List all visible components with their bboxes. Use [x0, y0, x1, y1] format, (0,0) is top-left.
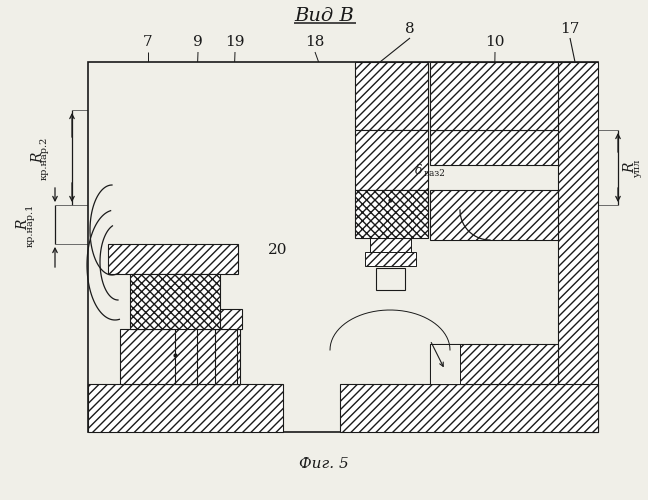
Text: R: R	[16, 220, 30, 230]
Bar	[365, 252, 416, 266]
Bar	[355, 130, 428, 190]
Text: Вид В: Вид В	[294, 7, 354, 25]
Bar	[430, 62, 558, 130]
Text: кр.нар.1: кр.нар.1	[25, 204, 34, 246]
Text: упл: упл	[632, 159, 642, 177]
Text: R: R	[623, 163, 637, 173]
Text: 18: 18	[305, 35, 325, 49]
Bar	[130, 274, 220, 329]
Bar	[175, 274, 197, 384]
Text: 9: 9	[193, 35, 203, 49]
Text: Фиг. 5: Фиг. 5	[299, 457, 349, 471]
Text: 17: 17	[561, 22, 580, 36]
Bar	[355, 62, 428, 130]
Text: R: R	[31, 153, 45, 163]
Bar	[340, 384, 598, 432]
Bar	[108, 244, 238, 274]
Bar	[430, 344, 558, 384]
Bar	[120, 329, 240, 384]
Text: 10: 10	[485, 35, 505, 49]
Text: паз2: паз2	[424, 170, 446, 178]
Text: 20: 20	[268, 243, 288, 257]
Bar	[215, 329, 237, 384]
Text: 7: 7	[143, 35, 153, 49]
Bar	[558, 62, 598, 432]
Bar	[88, 62, 598, 432]
Bar	[88, 384, 283, 432]
Bar	[430, 130, 558, 165]
Text: кр.нар.2: кр.нар.2	[40, 136, 49, 180]
Bar	[430, 344, 460, 384]
Bar	[430, 190, 558, 240]
Text: 19: 19	[226, 35, 245, 49]
Text: δ: δ	[415, 164, 422, 176]
Text: 8: 8	[405, 22, 415, 36]
Bar	[376, 268, 405, 290]
Bar	[370, 238, 411, 252]
Bar	[210, 309, 242, 329]
Bar	[355, 190, 428, 238]
